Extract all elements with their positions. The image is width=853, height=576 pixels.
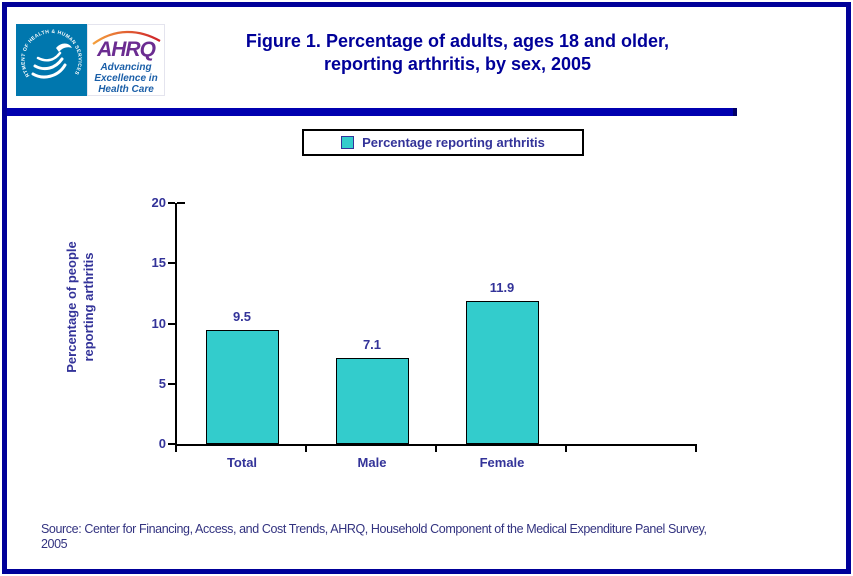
y-tick-label-0: 0 (158, 436, 166, 451)
legend-label: Percentage reporting arthritis (362, 135, 545, 150)
figure-title: Figure 1. Percentage of adults, ages 18 … (165, 30, 750, 76)
x-tick-4 (695, 446, 697, 452)
x-axis-line (175, 444, 697, 446)
x-category-label-male: Male (357, 455, 387, 470)
y-axis-top-tick (177, 202, 185, 204)
ahrq-tagline: Advancing Excellence in Health Care (88, 62, 164, 95)
y-axis-title: Percentage of people reporting arthritis (63, 192, 99, 422)
source-note-line2: 2005 (41, 537, 68, 551)
y-tick-0 (168, 443, 175, 445)
ahrq-swoosh-icon (92, 30, 161, 45)
bar-total (205, 329, 279, 444)
hhs-seal-icon: DEPARTMENT OF HEALTH & HUMAN SERVICES • … (16, 24, 87, 96)
source-note: Source: Center for Financing, Access, an… (41, 522, 811, 552)
y-tick-15 (168, 262, 175, 265)
x-tick-1 (305, 446, 307, 452)
y-axis-title-line1: Percentage of people (64, 241, 79, 373)
y-tick-label-20: 20 (151, 195, 166, 210)
y-tick-label-15: 15 (151, 255, 166, 271)
x-tick-2 (435, 446, 437, 452)
ahrq-tagline-line2: Excellence in (94, 73, 158, 84)
y-tick-label-10: 10 (151, 315, 166, 331)
source-note-line1: Source: Center for Financing, Access, an… (41, 522, 707, 536)
chart-legend: Percentage reporting arthritis (302, 129, 584, 156)
x-tick-3 (565, 446, 567, 452)
y-tick-5 (168, 382, 175, 385)
bar-value-label-total: 9.5 (232, 308, 252, 324)
legend-swatch-icon (341, 136, 355, 149)
figure-title-line2: reporting arthritis, by sex, 2005 (323, 54, 592, 74)
y-axis-line (175, 203, 177, 446)
hhs-eagle-icon (31, 43, 72, 79)
x-category-label-total: Total (226, 455, 258, 470)
y-tick-20 (168, 202, 175, 204)
y-axis-title-line2: reporting arthritis (81, 252, 96, 362)
bar-female (465, 300, 539, 444)
header-divider-rule (7, 108, 737, 116)
bar-value-label-male: 7.1 (362, 337, 382, 353)
ahrq-acronym: AHRQ (97, 38, 156, 61)
ahrq-logo: AHRQ Advancing Excellence in Health Care (87, 24, 165, 96)
x-tick-0 (175, 446, 177, 452)
ahrq-tagline-line1: Advancing (100, 62, 152, 73)
y-tick-label-5: 5 (158, 375, 166, 391)
bar-value-label-female: 11.9 (489, 279, 515, 295)
agency-logo: DEPARTMENT OF HEALTH & HUMAN SERVICES • … (16, 24, 165, 96)
bar-male (335, 358, 409, 444)
ahrq-tagline-line3: Health Care (98, 84, 154, 95)
y-tick-10 (168, 322, 175, 325)
x-category-label-female: Female (479, 455, 525, 470)
figure-title-line1: Figure 1. Percentage of adults, ages 18 … (245, 31, 670, 51)
